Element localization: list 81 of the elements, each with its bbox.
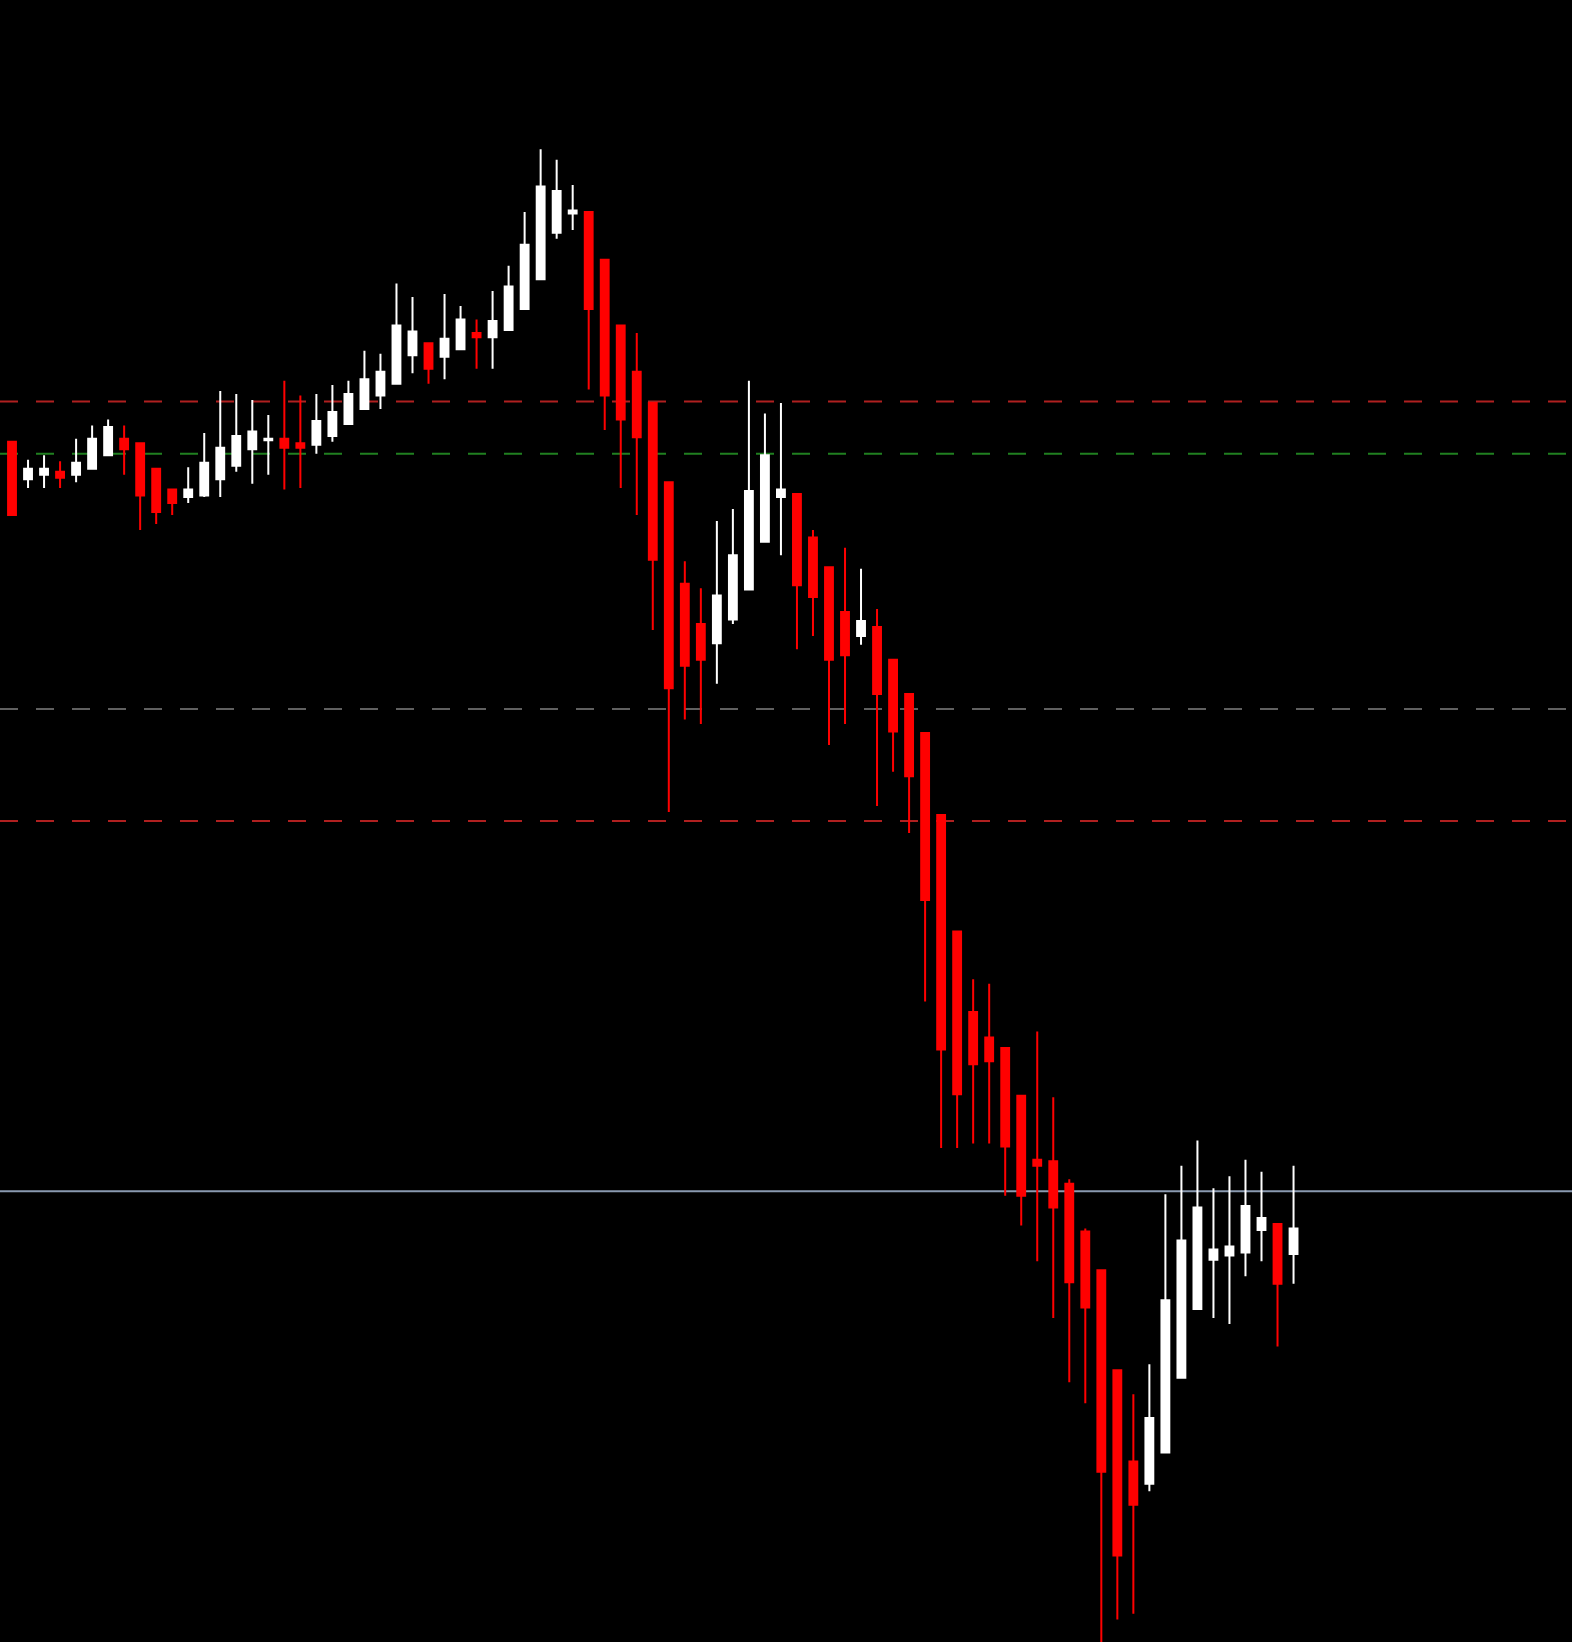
candlestick <box>183 466 194 505</box>
candlestick <box>776 402 786 557</box>
candlestick <box>455 305 466 351</box>
candlestick <box>71 437 82 484</box>
candlestick <box>551 158 562 240</box>
candlestick <box>567 184 578 231</box>
candlestick <box>920 731 931 1003</box>
candlestick <box>295 394 306 490</box>
candlestick <box>615 324 626 490</box>
candlestick <box>231 393 242 473</box>
candlestick <box>1208 1187 1219 1320</box>
candlestick <box>167 488 178 516</box>
candlestick <box>103 418 114 457</box>
candlestick <box>343 379 354 425</box>
candlestick <box>695 587 706 725</box>
candlestick <box>1272 1223 1283 1348</box>
candlestick <box>279 379 290 491</box>
candlestick <box>423 342 434 385</box>
candlestick <box>759 412 770 543</box>
candlestick <box>1176 1164 1187 1379</box>
candlestick <box>7 440 17 516</box>
candlestick <box>39 454 49 490</box>
candlestick <box>215 390 226 499</box>
candlestick <box>824 566 834 746</box>
candlestick <box>936 814 947 1149</box>
candlestick <box>679 560 690 721</box>
candlestick <box>1224 1175 1235 1326</box>
candlestick <box>391 282 402 385</box>
candlestick <box>1048 1096 1059 1320</box>
candlestick <box>599 258 610 431</box>
candlestick <box>1240 1158 1251 1278</box>
candlestick <box>247 399 258 485</box>
candlestick <box>1000 1046 1011 1197</box>
candlestick <box>904 693 915 834</box>
candlestick <box>311 393 322 455</box>
candlestick <box>647 402 658 631</box>
candlestick <box>984 982 995 1145</box>
candlestick <box>119 424 130 476</box>
candlestick <box>888 658 898 773</box>
candlestick <box>471 318 482 370</box>
candlestick <box>439 293 450 381</box>
candlestick <box>407 296 418 375</box>
candlestick <box>503 264 514 331</box>
candlestick <box>487 290 498 370</box>
candlestick <box>1192 1139 1203 1311</box>
candlestick <box>808 528 818 637</box>
candlestick <box>1160 1193 1171 1454</box>
candlestick <box>1256 1170 1267 1263</box>
candlestick <box>1112 1369 1123 1621</box>
candlestick <box>952 930 963 1149</box>
candlestick <box>711 519 722 685</box>
candlestick <box>968 978 979 1145</box>
candlestick <box>519 210 530 310</box>
candlestick <box>23 458 33 490</box>
candlestick <box>583 210 594 391</box>
candlestick <box>1016 1094 1027 1227</box>
candlestick <box>1144 1363 1155 1493</box>
candlestick <box>1128 1393 1139 1615</box>
candlestick <box>327 384 338 443</box>
candlestick <box>856 567 866 646</box>
candlestick <box>1080 1227 1091 1405</box>
candlestick <box>535 148 546 281</box>
candlestick <box>792 493 802 651</box>
candlestick <box>631 331 642 516</box>
candlestick <box>87 424 98 470</box>
candlestick <box>872 608 882 808</box>
candlestick <box>840 546 850 725</box>
candlestick <box>743 379 754 591</box>
candlestick <box>727 508 738 625</box>
candlestick <box>55 460 65 490</box>
candlestick <box>1096 1269 1107 1642</box>
candlestick <box>263 413 274 476</box>
candlestick <box>135 442 146 531</box>
candlestick <box>1032 1030 1043 1263</box>
candlestick <box>1288 1164 1299 1285</box>
candlestick <box>375 352 386 410</box>
candlestick <box>359 349 370 410</box>
candlestick <box>1064 1178 1075 1384</box>
candlestick <box>199 431 210 499</box>
candlestick <box>151 467 162 525</box>
candlestick <box>663 481 674 814</box>
